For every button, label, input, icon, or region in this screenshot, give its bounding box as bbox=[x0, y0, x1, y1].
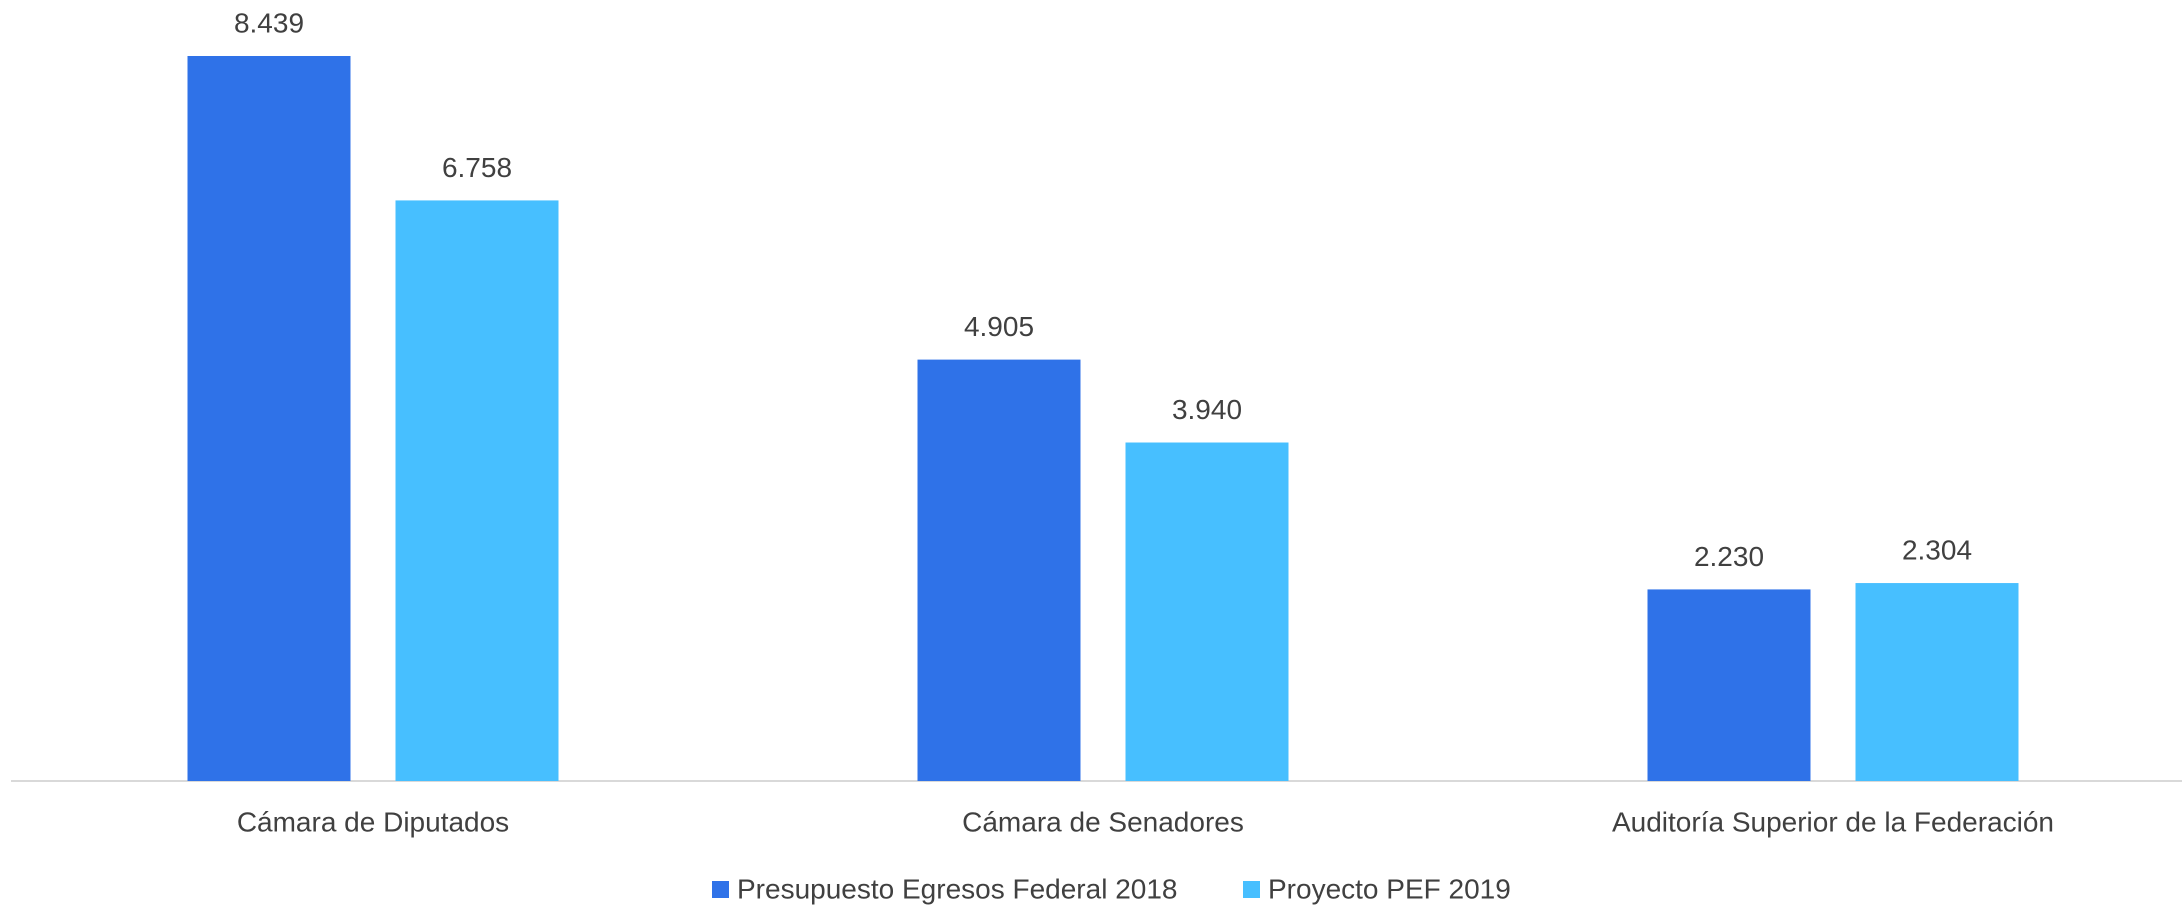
bar bbox=[395, 200, 559, 782]
data-label: 6.758 bbox=[442, 152, 512, 183]
bar bbox=[1647, 589, 1811, 781]
legend-swatch bbox=[712, 881, 729, 898]
legend-label: Presupuesto Egresos Federal 2018 bbox=[737, 873, 1178, 904]
legend-swatch bbox=[1243, 881, 1260, 898]
x-tick-label: Auditoría Superior de la Federación bbox=[1612, 806, 2054, 837]
data-label: 8.439 bbox=[234, 7, 304, 38]
data-label: 4.905 bbox=[964, 311, 1034, 342]
data-label: 2.304 bbox=[1902, 534, 1972, 565]
bar bbox=[1855, 583, 2019, 781]
data-label: 2.230 bbox=[1694, 541, 1764, 572]
data-label: 3.940 bbox=[1172, 394, 1242, 425]
bar bbox=[187, 56, 351, 781]
legend-label: Proyecto PEF 2019 bbox=[1268, 873, 1511, 904]
x-tick-label: Cámara de Diputados bbox=[237, 806, 509, 837]
bar bbox=[1125, 442, 1289, 781]
x-tick-label: Cámara de Senadores bbox=[962, 806, 1244, 837]
bar bbox=[917, 359, 1081, 781]
